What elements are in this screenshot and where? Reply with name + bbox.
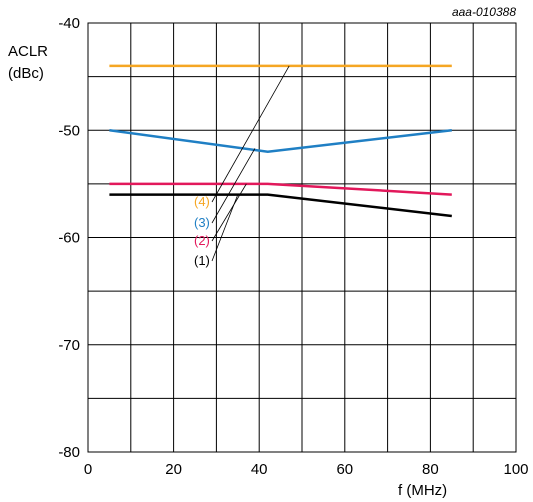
x-tick-label: 0	[84, 461, 92, 478]
figure-code: aaa-010388	[452, 5, 516, 19]
x-tick-label: 40	[251, 461, 268, 478]
series-line-3	[109, 182, 452, 196]
series-line-2	[109, 129, 452, 153]
x-tick-label: 60	[336, 461, 353, 478]
y-tick-label: -50	[58, 122, 80, 139]
y-tick-label: -40	[58, 15, 80, 32]
y-axis-label-line2: (dBc)	[8, 65, 44, 82]
series-layer	[109, 64, 452, 218]
series-callout-label: (4)	[194, 194, 210, 209]
x-tick-labels: 0 20 40 60 80 100	[84, 461, 529, 478]
y-tick-label: -60	[58, 230, 80, 247]
x-tick-label: 20	[165, 461, 182, 478]
callout-leader	[211, 194, 239, 262]
callout-leader	[211, 148, 256, 224]
y-tick-labels: -40 -50 -60 -70 -80	[58, 15, 80, 461]
grid	[88, 23, 516, 452]
callout-layer: (4) (3) (2) (1)	[194, 65, 290, 268]
series-callout-label: (3)	[194, 215, 210, 230]
x-tick-label: 100	[503, 461, 528, 478]
y-axis-label-line1: ACLR	[8, 43, 48, 60]
x-tick-label: 80	[422, 461, 439, 478]
series-callout-label: (2)	[194, 233, 210, 248]
series-callout-label: (1)	[194, 253, 210, 268]
plot-frame	[87, 22, 517, 453]
y-tick-label: -80	[58, 444, 80, 461]
callout-leader	[211, 65, 290, 203]
callout-leader	[211, 183, 247, 242]
y-tick-label: -70	[58, 337, 80, 354]
series-line-4	[109, 193, 452, 218]
x-axis-label: f (MHz)	[398, 482, 447, 499]
